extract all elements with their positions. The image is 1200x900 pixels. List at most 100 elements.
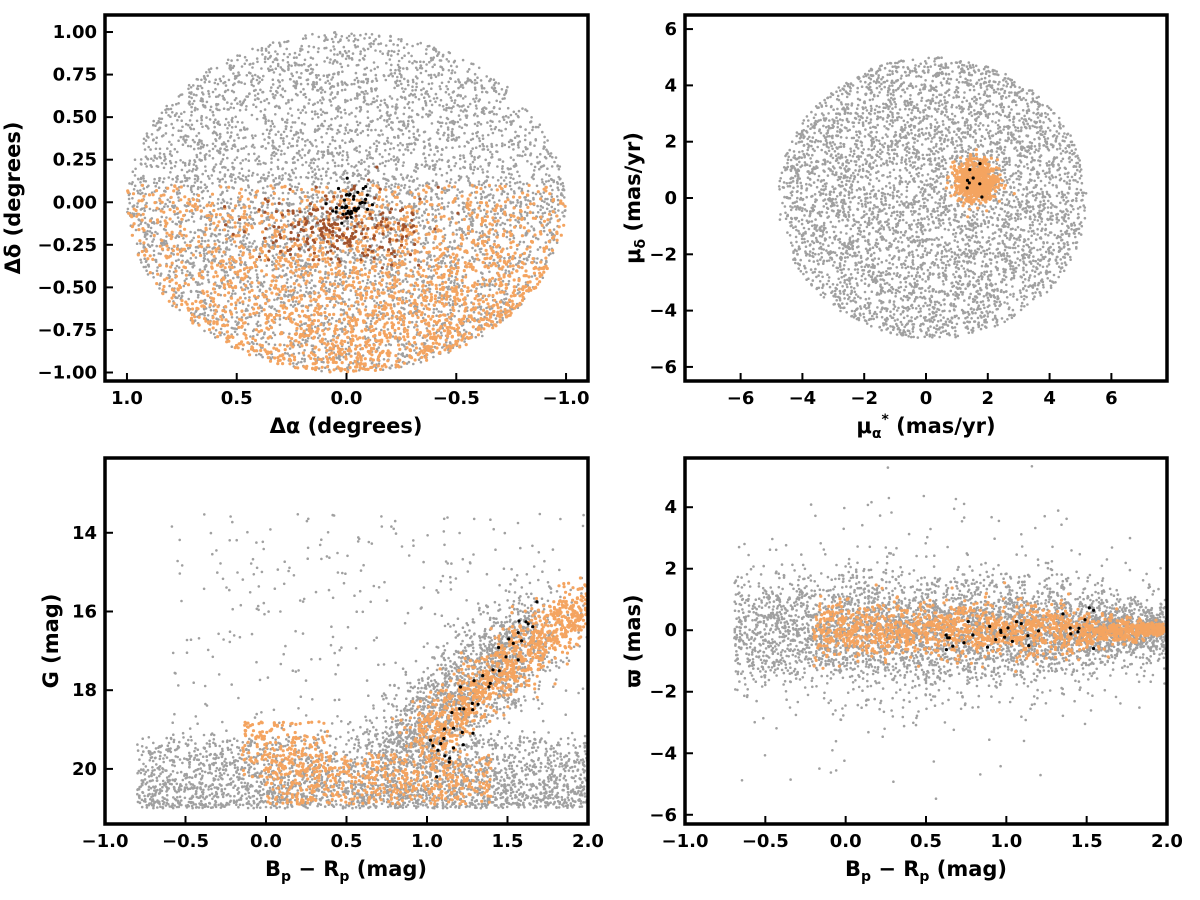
- field-point: [368, 165, 371, 168]
- field-point: [346, 55, 349, 58]
- field-point: [359, 145, 362, 148]
- field-point: [346, 159, 349, 162]
- field-point: [505, 89, 508, 92]
- field-point: [273, 257, 276, 260]
- field-point: [231, 186, 234, 189]
- field-point: [454, 264, 457, 267]
- field-point: [200, 117, 203, 120]
- field-point: [134, 174, 137, 177]
- field-point: [304, 123, 307, 126]
- field-point: [320, 91, 323, 94]
- field-point: [274, 202, 277, 205]
- field-point: [197, 229, 200, 232]
- field-point: [152, 120, 155, 123]
- field-point: [369, 238, 372, 241]
- field-point: [134, 185, 137, 188]
- field-point: [451, 139, 454, 142]
- field-point: [214, 88, 217, 91]
- field-point: [339, 249, 342, 252]
- field-point: [128, 202, 131, 205]
- field-point: [283, 153, 286, 156]
- field-point: [372, 163, 375, 166]
- field-point: [143, 210, 146, 213]
- field-point: [245, 59, 248, 62]
- field-point: [378, 232, 381, 235]
- field-point: [440, 311, 443, 314]
- field-point: [230, 59, 233, 62]
- field-point: [230, 176, 233, 179]
- field-point: [285, 273, 288, 276]
- field-point: [545, 224, 548, 227]
- field-point: [175, 161, 178, 164]
- field-point: [389, 35, 392, 38]
- field-point: [331, 85, 334, 88]
- field-point: [153, 250, 156, 253]
- field-point: [156, 182, 159, 185]
- field-point: [480, 308, 483, 311]
- field-point: [350, 130, 353, 133]
- field-point: [221, 255, 224, 258]
- field-point: [353, 40, 356, 43]
- field-point: [344, 50, 347, 53]
- field-point: [466, 70, 469, 73]
- field-point: [251, 48, 254, 51]
- field-point: [217, 239, 220, 242]
- field-point: [307, 51, 310, 54]
- field-point: [187, 185, 190, 188]
- field-point: [466, 141, 469, 144]
- field-point: [424, 160, 427, 163]
- field-point: [421, 164, 424, 167]
- field-point: [247, 233, 250, 236]
- field-point: [307, 309, 310, 312]
- field-point: [455, 162, 458, 165]
- field-point: [504, 92, 507, 95]
- field-point: [197, 296, 200, 299]
- field-point: [182, 237, 185, 240]
- field-point: [357, 303, 360, 306]
- field-point: [501, 222, 504, 225]
- field-point: [337, 110, 340, 113]
- field-point: [444, 262, 447, 265]
- field-point: [352, 52, 355, 55]
- field-point: [458, 136, 461, 139]
- field-point: [360, 159, 363, 162]
- field-point: [369, 259, 372, 262]
- field-point: [344, 101, 347, 104]
- field-point: [165, 291, 168, 294]
- field-point: [365, 174, 368, 177]
- field-point: [233, 143, 236, 146]
- field-point: [311, 170, 314, 173]
- field-point: [430, 59, 433, 62]
- field-point: [250, 200, 253, 203]
- field-point: [180, 112, 183, 115]
- field-point: [247, 186, 250, 189]
- field-point: [168, 176, 171, 179]
- field-point: [208, 150, 211, 153]
- field-point: [401, 87, 404, 90]
- field-point: [313, 181, 316, 184]
- field-point: [351, 57, 354, 60]
- field-point: [242, 174, 245, 177]
- field-point: [348, 35, 351, 38]
- field-point: [150, 166, 153, 169]
- field-point: [147, 264, 150, 267]
- field-point: [250, 285, 253, 288]
- field-point: [301, 138, 304, 141]
- field-point: [236, 121, 239, 124]
- field-point: [260, 49, 263, 52]
- field-point: [272, 255, 275, 258]
- field-point: [278, 197, 281, 200]
- field-point: [269, 90, 272, 93]
- field-point: [368, 36, 371, 39]
- field-point: [448, 166, 451, 169]
- field-point: [464, 160, 467, 163]
- field-point: [332, 45, 335, 48]
- field-point: [501, 145, 504, 148]
- field-point: [506, 121, 509, 124]
- field-point: [524, 128, 527, 131]
- field-point: [267, 119, 270, 122]
- field-point: [486, 170, 489, 173]
- field-point: [307, 172, 310, 175]
- field-point: [510, 173, 513, 176]
